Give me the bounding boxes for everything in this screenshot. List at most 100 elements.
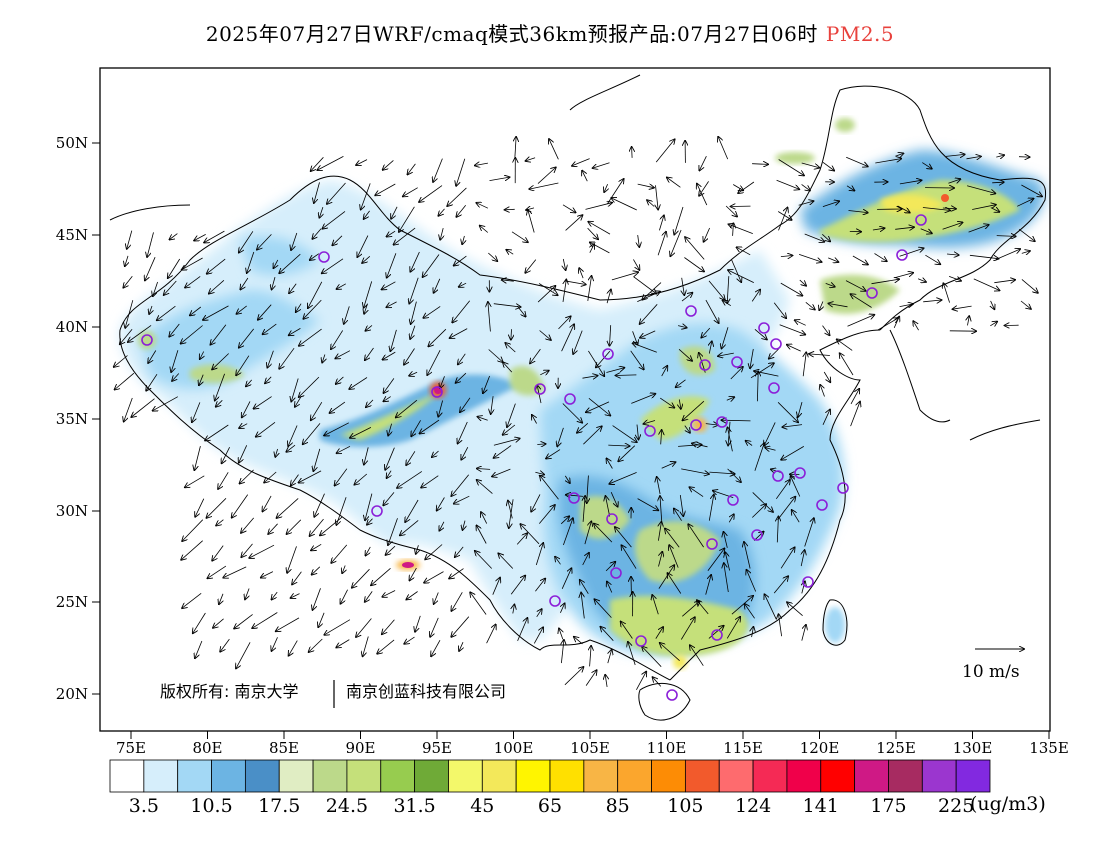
wind-arrow bbox=[775, 480, 790, 500]
wind-arrow bbox=[146, 373, 158, 390]
wind-arrow bbox=[644, 421, 656, 424]
wind-arrow bbox=[966, 185, 995, 194]
wind-arrow bbox=[148, 350, 157, 363]
wind-arrow bbox=[232, 494, 249, 518]
wind-arrow bbox=[237, 305, 247, 314]
copyright: 版权所有: 南京大学 南京创蓝科技有限公司 bbox=[160, 680, 506, 708]
wind-arrow bbox=[452, 300, 471, 323]
city-marker bbox=[318, 251, 330, 263]
wind-arrow bbox=[299, 376, 320, 397]
wind-arrow bbox=[615, 527, 632, 548]
wind-arrow bbox=[511, 231, 528, 242]
wind-arrow bbox=[363, 636, 369, 657]
field-kashgar bbox=[138, 331, 156, 349]
wind-arrow bbox=[728, 428, 733, 452]
wind-arrow bbox=[483, 375, 490, 393]
wind-arrow bbox=[804, 233, 825, 242]
wind-arrow bbox=[822, 325, 830, 336]
wind-arrow bbox=[560, 604, 564, 613]
wind-arrow bbox=[263, 323, 277, 334]
city-marker bbox=[758, 322, 770, 334]
wind-arrow bbox=[787, 345, 801, 352]
wind-arrow bbox=[517, 618, 528, 641]
wind-arrow bbox=[357, 235, 369, 257]
wind-arrow bbox=[618, 445, 636, 462]
wind-arrow bbox=[451, 616, 470, 637]
wind-arrow bbox=[493, 439, 520, 446]
wind-arrow bbox=[450, 328, 468, 339]
wind-arrow bbox=[216, 519, 224, 526]
wind-arrow bbox=[678, 326, 687, 328]
north-border bbox=[119, 85, 1047, 331]
wind-arrow bbox=[680, 617, 695, 640]
wind-arrow bbox=[410, 325, 416, 339]
city-marker bbox=[866, 287, 878, 299]
wind-arrow bbox=[311, 543, 322, 550]
wind-arrow bbox=[819, 301, 823, 311]
wind-arrow bbox=[123, 275, 133, 287]
wind-arrow bbox=[968, 316, 970, 326]
wind-arrow bbox=[212, 353, 229, 370]
wind-arrow bbox=[780, 256, 792, 257]
wind-arrow bbox=[245, 588, 249, 600]
wind-arrow bbox=[254, 396, 272, 409]
wind-arrow bbox=[584, 522, 591, 545]
wind-arrow bbox=[421, 475, 439, 488]
wind-arrow bbox=[447, 187, 467, 206]
field-zhengzhou bbox=[693, 418, 707, 432]
wind-arrow bbox=[383, 351, 396, 360]
wind-arrow bbox=[335, 350, 351, 359]
wind-arrow bbox=[272, 637, 278, 651]
wind-arrow bbox=[364, 304, 367, 314]
wind-arrow bbox=[701, 327, 711, 337]
wind-arrow bbox=[828, 258, 838, 262]
wind-arrow bbox=[535, 472, 544, 474]
wind-arrow bbox=[661, 430, 662, 445]
wind-arrow bbox=[895, 153, 903, 156]
wind-arrow bbox=[456, 372, 467, 383]
wind-arrow bbox=[577, 422, 589, 432]
wind-arrow bbox=[236, 355, 250, 376]
wind-arrow bbox=[574, 637, 583, 645]
wind-arrow bbox=[428, 328, 447, 346]
colorbar-label: 31.5 bbox=[393, 795, 435, 817]
wind-arrow bbox=[705, 299, 719, 323]
wind-arrow bbox=[780, 282, 803, 296]
colorbar-swatch bbox=[244, 759, 280, 793]
wind-arrow bbox=[367, 518, 373, 525]
wind-arrow bbox=[652, 595, 659, 615]
colorbar-label: 3.5 bbox=[129, 795, 159, 817]
wind-arrow bbox=[458, 353, 466, 365]
wind-arrow bbox=[492, 468, 511, 476]
wind-arrow bbox=[279, 253, 301, 273]
wind-arrow bbox=[537, 444, 545, 445]
wind-arrow bbox=[943, 283, 950, 303]
copyright-left: 版权所有: 南京大学 bbox=[160, 682, 298, 701]
wind-arrow bbox=[745, 604, 755, 619]
wind-arrow bbox=[195, 498, 205, 517]
wind-arrow bbox=[678, 349, 692, 361]
wind-arrow bbox=[895, 227, 914, 229]
wind-arrow bbox=[375, 183, 396, 195]
copyright-right: 南京创蓝科技有限公司 bbox=[346, 682, 506, 701]
wind-arrow bbox=[573, 330, 583, 354]
wind-arrow bbox=[391, 206, 398, 219]
wind-arrow bbox=[313, 448, 321, 471]
wind-arrow bbox=[685, 237, 705, 260]
wind-arrow bbox=[511, 329, 512, 339]
city-marker bbox=[431, 386, 443, 398]
wind-arrow bbox=[688, 524, 704, 548]
pollutant-label: PM2.5 bbox=[825, 22, 895, 46]
wind-arrow bbox=[744, 542, 751, 569]
wind-arrow bbox=[697, 600, 709, 615]
city-marker bbox=[685, 305, 697, 317]
wind-arrow bbox=[267, 350, 274, 368]
wind-arrow bbox=[538, 283, 558, 296]
wind-arrow bbox=[361, 183, 371, 209]
wind-arrow bbox=[289, 328, 301, 335]
wind-arrow bbox=[539, 330, 551, 340]
wind-arrow bbox=[805, 301, 815, 309]
wind-arrow bbox=[596, 350, 611, 367]
wind-arrow bbox=[207, 258, 226, 274]
wind-arrow bbox=[822, 161, 834, 170]
